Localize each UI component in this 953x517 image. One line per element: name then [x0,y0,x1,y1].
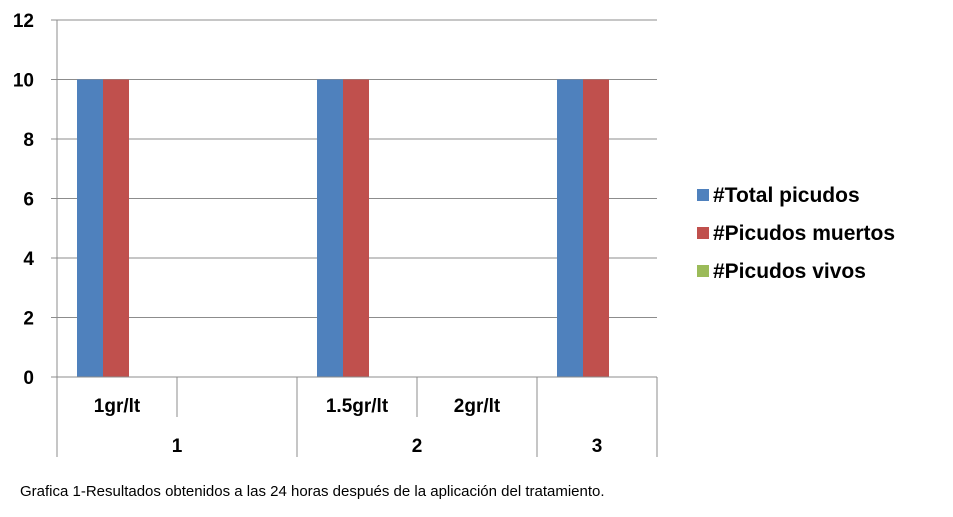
bar [583,79,609,377]
legend-swatch [697,265,709,277]
legend-swatch [697,189,709,201]
x-group-label: 3 [592,436,603,457]
x-category-labels: 1gr/lt 1 1.5gr/lt 2gr/lt 2 3 [94,396,603,457]
y-tick-label: 10 [13,71,34,92]
figure-caption: Grafica 1-Resultados obtenidos a las 24 … [20,483,605,500]
bar [557,79,583,377]
y-tick-labels: 0 2 4 6 8 10 12 [13,11,35,389]
axes [56,20,658,457]
y-tick-label: 12 [13,11,34,32]
bars [77,79,609,377]
bar [317,79,343,377]
legend-swatch [697,227,709,239]
legend-label: #Picudos muertos [713,222,895,245]
legend-label: #Total picudos [713,184,860,207]
legend: #Total picudos #Picudos muertos #Picudos v… [697,184,895,283]
y-tick-label: 6 [23,190,34,211]
x-category-label: 1.5gr/lt [326,396,389,417]
y-tick-label: 8 [23,130,34,151]
x-group-label: 2 [412,436,423,457]
x-group-label: 1 [172,436,183,457]
bar [77,79,103,377]
y-tick-label: 2 [23,309,34,330]
x-category-label: 2gr/lt [454,396,501,417]
bar [103,79,129,377]
y-tick-label: 0 [23,368,34,389]
bar-chart: 0 2 4 6 8 10 12 1gr/lt 1 1.5gr/lt 2gr/lt 2 3 #Total… [13,11,895,457]
x-category-label: 1gr/lt [94,396,141,417]
y-tick-label: 4 [23,249,34,270]
legend-label: #Picudos vivos [713,260,866,283]
bar [343,79,369,377]
